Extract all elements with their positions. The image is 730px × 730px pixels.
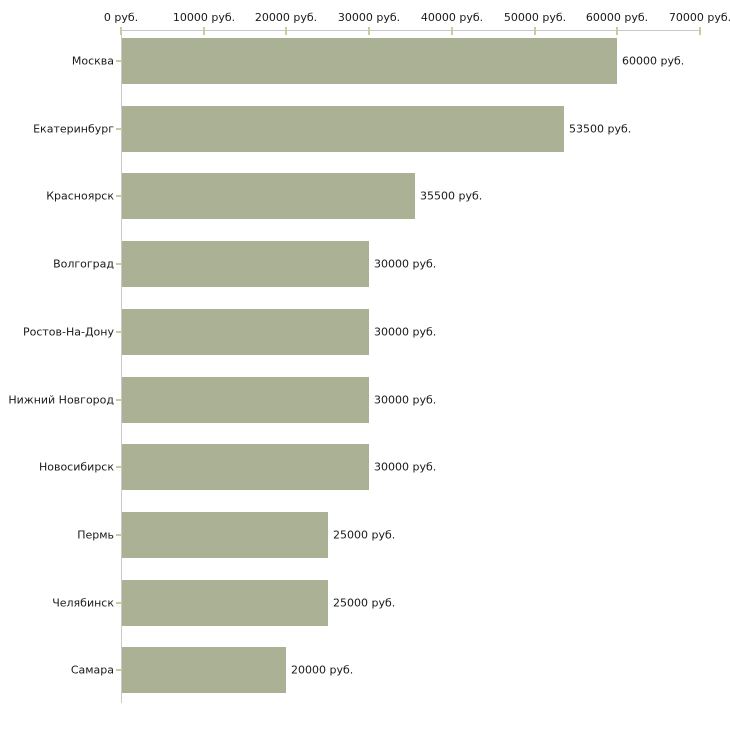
x-axis-tick — [120, 27, 122, 35]
x-axis-tick — [699, 27, 701, 35]
x-axis-tick — [534, 27, 536, 35]
value-label: 35500 руб. — [420, 189, 483, 203]
category-label: Нижний Новгород — [8, 393, 114, 407]
bar — [122, 38, 617, 84]
bar — [122, 173, 415, 219]
x-axis-tick — [368, 27, 370, 35]
y-axis-tick — [116, 669, 121, 671]
value-label: 53500 руб. — [569, 122, 632, 136]
y-axis-tick — [116, 399, 121, 401]
value-label: 30000 руб. — [374, 460, 437, 474]
y-axis-tick — [116, 534, 121, 536]
x-axis-tick-label: 20000 руб. — [254, 11, 318, 24]
x-axis-tick-label: 30000 руб. — [337, 11, 401, 24]
value-label: 25000 руб. — [333, 528, 396, 542]
y-axis-tick — [116, 60, 121, 62]
x-axis-tick-label: 10000 руб. — [172, 11, 236, 24]
value-label: 20000 руб. — [291, 663, 354, 677]
bar — [122, 580, 328, 626]
bar — [122, 512, 328, 558]
value-label: 30000 руб. — [374, 325, 437, 339]
x-axis-tick-label: 0 руб. — [103, 11, 139, 24]
x-axis-tick-label: 70000 руб. — [668, 11, 730, 24]
value-label: 30000 руб. — [374, 257, 437, 271]
category-label: Самара — [70, 663, 114, 677]
x-axis-tick-label: 50000 руб. — [503, 11, 567, 24]
value-label: 30000 руб. — [374, 393, 437, 407]
value-label: 60000 руб. — [622, 54, 685, 68]
x-axis-tick — [616, 27, 618, 35]
bar — [122, 106, 564, 152]
category-label: Пермь — [77, 528, 114, 542]
category-label: Челябинск — [52, 596, 114, 610]
y-axis-line — [121, 30, 122, 703]
category-label: Волгоград — [53, 257, 114, 271]
bar — [122, 241, 369, 287]
y-axis-tick — [116, 263, 121, 265]
category-label: Екатеринбург — [33, 122, 114, 136]
x-axis-tick-label: 60000 руб. — [585, 11, 649, 24]
y-axis-tick — [116, 602, 121, 604]
x-axis-tick — [285, 27, 287, 35]
bar — [122, 647, 286, 693]
value-label: 25000 руб. — [333, 596, 396, 610]
x-axis-tick — [451, 27, 453, 35]
y-axis-tick — [116, 128, 121, 130]
bar — [122, 309, 369, 355]
y-axis-tick — [116, 331, 121, 333]
bar — [122, 377, 369, 423]
x-axis-tick — [203, 27, 205, 35]
x-axis-tick-label: 40000 руб. — [420, 11, 484, 24]
category-label: Москва — [71, 54, 114, 68]
x-axis-line — [121, 30, 701, 31]
bar — [122, 444, 369, 490]
y-axis-tick — [116, 195, 121, 197]
category-label: Новосибирск — [38, 460, 114, 474]
category-label: Красноярск — [46, 189, 114, 203]
category-label: Ростов-На-Дону — [22, 325, 114, 339]
y-axis-tick — [116, 466, 121, 468]
